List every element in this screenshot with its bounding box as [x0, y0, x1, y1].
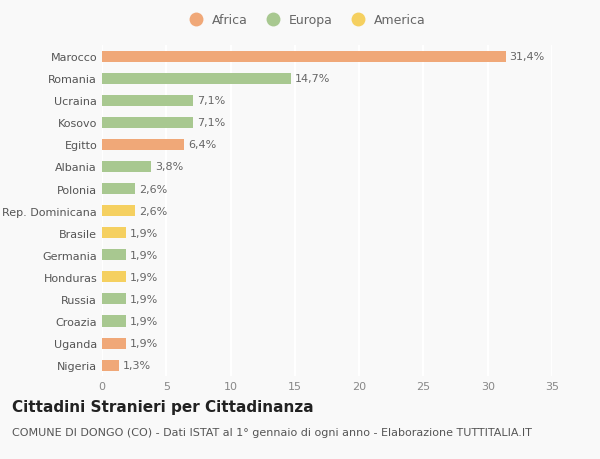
Text: 1,3%: 1,3%	[122, 360, 151, 370]
Bar	[102, 140, 184, 151]
Text: 7,1%: 7,1%	[197, 118, 226, 128]
Bar	[102, 95, 193, 106]
Bar	[102, 51, 506, 62]
Bar	[102, 162, 151, 173]
Text: 31,4%: 31,4%	[509, 52, 545, 62]
Text: Cittadini Stranieri per Cittadinanza: Cittadini Stranieri per Cittadinanza	[12, 399, 314, 414]
Bar	[102, 338, 127, 349]
Legend: Africa, Europa, America: Africa, Europa, America	[178, 9, 431, 32]
Bar	[102, 294, 127, 305]
Bar	[102, 118, 193, 129]
Text: 3,8%: 3,8%	[155, 162, 183, 172]
Text: 1,9%: 1,9%	[130, 250, 158, 260]
Text: 1,9%: 1,9%	[130, 338, 158, 348]
Bar	[102, 206, 136, 217]
Text: 1,9%: 1,9%	[130, 228, 158, 238]
Text: 14,7%: 14,7%	[295, 74, 330, 84]
Text: 1,9%: 1,9%	[130, 272, 158, 282]
Text: 1,9%: 1,9%	[130, 294, 158, 304]
Text: 6,4%: 6,4%	[188, 140, 217, 150]
Bar	[102, 272, 127, 283]
Bar	[102, 73, 291, 84]
Text: 1,9%: 1,9%	[130, 316, 158, 326]
Text: COMUNE DI DONGO (CO) - Dati ISTAT al 1° gennaio di ogni anno - Elaborazione TUTT: COMUNE DI DONGO (CO) - Dati ISTAT al 1° …	[12, 427, 532, 437]
Bar	[102, 250, 127, 261]
Text: 2,6%: 2,6%	[139, 206, 167, 216]
Text: 7,1%: 7,1%	[197, 96, 226, 106]
Bar	[102, 228, 127, 239]
Bar	[102, 360, 119, 371]
Bar	[102, 184, 136, 195]
Bar	[102, 316, 127, 327]
Text: 2,6%: 2,6%	[139, 184, 167, 194]
